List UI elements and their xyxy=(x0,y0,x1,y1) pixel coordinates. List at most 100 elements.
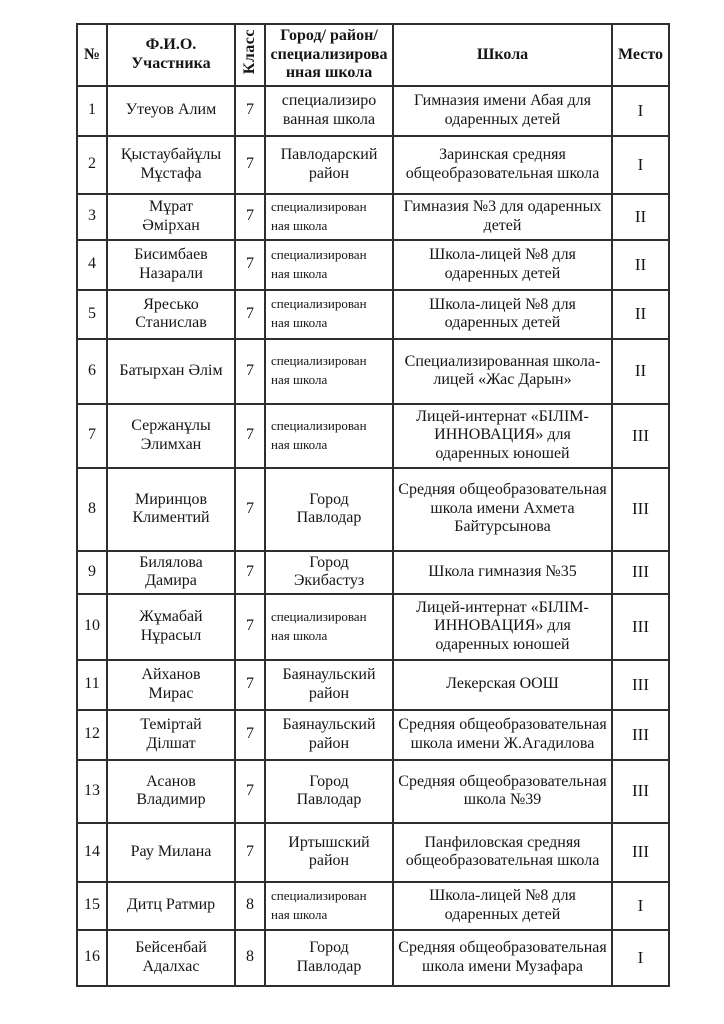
cell-grade: 7 xyxy=(234,84,266,137)
cell-school: Средняя общеобразовательная школа №39 xyxy=(392,758,613,824)
cell-num: 14 xyxy=(76,821,108,883)
cell-num: 4 xyxy=(76,238,108,291)
cell-location: специализирован ная школа xyxy=(264,192,394,241)
cell-location: Баянаульский район xyxy=(264,708,394,761)
cell-place: II xyxy=(611,192,670,241)
cell-school: Специализированная школа-лицей «Жас Дары… xyxy=(392,337,613,405)
table-row: 4 Бисимбаев Назарали 7 специализирован ная … xyxy=(76,238,670,291)
cell-place: I xyxy=(611,928,670,987)
cell-num: 10 xyxy=(76,592,108,661)
cell-location: специализирован ная школа xyxy=(264,288,394,340)
cell-num: 13 xyxy=(76,758,108,824)
cell-place: III xyxy=(611,466,670,552)
cell-name: Миринцов Климентий xyxy=(106,466,236,552)
cell-num: 11 xyxy=(76,658,108,711)
cell-place: II xyxy=(611,288,670,340)
cell-grade: 8 xyxy=(234,880,266,931)
table-row: 11 Айханов Мирас 7 Баянаульский район Лекерс… xyxy=(76,658,670,711)
cell-place: III xyxy=(611,592,670,661)
cell-school: Средняя общеобразовательная школа имени … xyxy=(392,466,613,552)
cell-school: Лекерская ООШ xyxy=(392,658,613,711)
cell-place: III xyxy=(611,708,670,761)
table-row: 3 Мұрат Әмірхан 7 специализирован ная школа… xyxy=(76,192,670,241)
cell-school: Лицей-интернат «БІЛІМ-ИННОВАЦИЯ» для ода… xyxy=(392,592,613,661)
cell-location: Город Павлодар xyxy=(264,758,394,824)
cell-school: Школа-лицей №8 для одаренных детей xyxy=(392,238,613,291)
cell-location: Иртышский район xyxy=(264,821,394,883)
cell-num: 1 xyxy=(76,84,108,137)
cell-grade: 7 xyxy=(234,549,266,595)
table-row: 15 Дитц Ратмир 8 специализирован ная школа Ш… xyxy=(76,880,670,931)
cell-school: Школа-лицей №8 для одаренных детей xyxy=(392,880,613,931)
cell-school: Гимназия имени Абая для одаренных детей xyxy=(392,84,613,137)
table-row: 2 Қыстаубайұлы Мұстафа 7 Павлодарский район… xyxy=(76,134,670,195)
column-header-school: Школа xyxy=(392,23,613,87)
cell-name: Айханов Мирас xyxy=(106,658,236,711)
column-header-num: № xyxy=(76,23,108,87)
cell-num: 2 xyxy=(76,134,108,195)
cell-num: 15 xyxy=(76,880,108,931)
cell-grade: 7 xyxy=(234,288,266,340)
cell-name: Бейсенбай Адалхас xyxy=(106,928,236,987)
column-header-place: Место xyxy=(611,23,670,87)
cell-grade: 7 xyxy=(234,192,266,241)
table-row: 5 Яресько Станислав 7 специализирован ная ш… xyxy=(76,288,670,340)
cell-name: Асанов Владимир xyxy=(106,758,236,824)
cell-school: Средняя общеобразовательная школа имени … xyxy=(392,708,613,761)
cell-name: Рау Милана xyxy=(106,821,236,883)
table-row: 9 Билялова Дамира 7 Город Экибастуз Школа ги… xyxy=(76,549,670,595)
cell-name: Жұмабай Нұрасыл xyxy=(106,592,236,661)
table-row: 14 Рау Милана 7 Иртышский район Панфиловская… xyxy=(76,821,670,883)
column-header-location: Город/ район/ специализирова нная школа xyxy=(264,23,394,87)
cell-name: Мұрат Әмірхан xyxy=(106,192,236,241)
cell-num: 7 xyxy=(76,402,108,469)
cell-place: I xyxy=(611,880,670,931)
cell-school: Панфиловская средняя общеобразовательная… xyxy=(392,821,613,883)
cell-grade: 7 xyxy=(234,658,266,711)
cell-place: II xyxy=(611,337,670,405)
cell-location: специализирован ная школа xyxy=(264,402,394,469)
cell-place: III xyxy=(611,402,670,469)
cell-name: Бисимбаев Назарали xyxy=(106,238,236,291)
cell-num: 3 xyxy=(76,192,108,241)
cell-location: Город Павлодар xyxy=(264,928,394,987)
cell-school: Школа гимназия №35 xyxy=(392,549,613,595)
cell-name: Утеуов Алим xyxy=(106,84,236,137)
cell-grade: 7 xyxy=(234,134,266,195)
cell-school: Гимназия №3 для одаренных детей xyxy=(392,192,613,241)
cell-location: специализирован ная школа xyxy=(264,880,394,931)
cell-school: Школа-лицей №8 для одаренных детей xyxy=(392,288,613,340)
cell-location: Город Павлодар xyxy=(264,466,394,552)
cell-num: 12 xyxy=(76,708,108,761)
table-header-row: № Ф.И.О. Участника Класс Город/ район/ с… xyxy=(76,23,670,87)
cell-school: Лицей-интернат «БІЛІМ-ИННОВАЦИЯ» для ода… xyxy=(392,402,613,469)
cell-name: Теміртай Ділшат xyxy=(106,708,236,761)
cell-place: III xyxy=(611,758,670,824)
cell-grade: 7 xyxy=(234,592,266,661)
cell-name: Яресько Станислав xyxy=(106,288,236,340)
cell-num: 6 xyxy=(76,337,108,405)
cell-num: 8 xyxy=(76,466,108,552)
cell-place: II xyxy=(611,238,670,291)
cell-school: Средняя общеобразовательная школа имени … xyxy=(392,928,613,987)
cell-name: Қыстаубайұлы Мұстафа xyxy=(106,134,236,195)
cell-grade: 7 xyxy=(234,238,266,291)
cell-grade: 7 xyxy=(234,821,266,883)
cell-grade: 8 xyxy=(234,928,266,987)
cell-place: I xyxy=(611,84,670,137)
table-row: 10 Жұмабай Нұрасыл 7 специализирован ная шк… xyxy=(76,592,670,661)
cell-location: специализирован ная школа xyxy=(264,337,394,405)
cell-grade: 7 xyxy=(234,466,266,552)
cell-grade: 7 xyxy=(234,337,266,405)
cell-grade: 7 xyxy=(234,758,266,824)
cell-num: 5 xyxy=(76,288,108,340)
table-row: 7 Сержанұлы Элимхан 7 специализирован ная ш… xyxy=(76,402,670,469)
cell-place: I xyxy=(611,134,670,195)
cell-location: Баянаульский район xyxy=(264,658,394,711)
table-row: 16 Бейсенбай Адалхас 8 Город Павлодар Средня… xyxy=(76,928,670,987)
cell-name: Сержанұлы Элимхан xyxy=(106,402,236,469)
table-row: 12 Теміртай Ділшат 7 Баянаульский район Сред… xyxy=(76,708,670,761)
cell-grade: 7 xyxy=(234,402,266,469)
cell-name: Дитц Ратмир xyxy=(106,880,236,931)
